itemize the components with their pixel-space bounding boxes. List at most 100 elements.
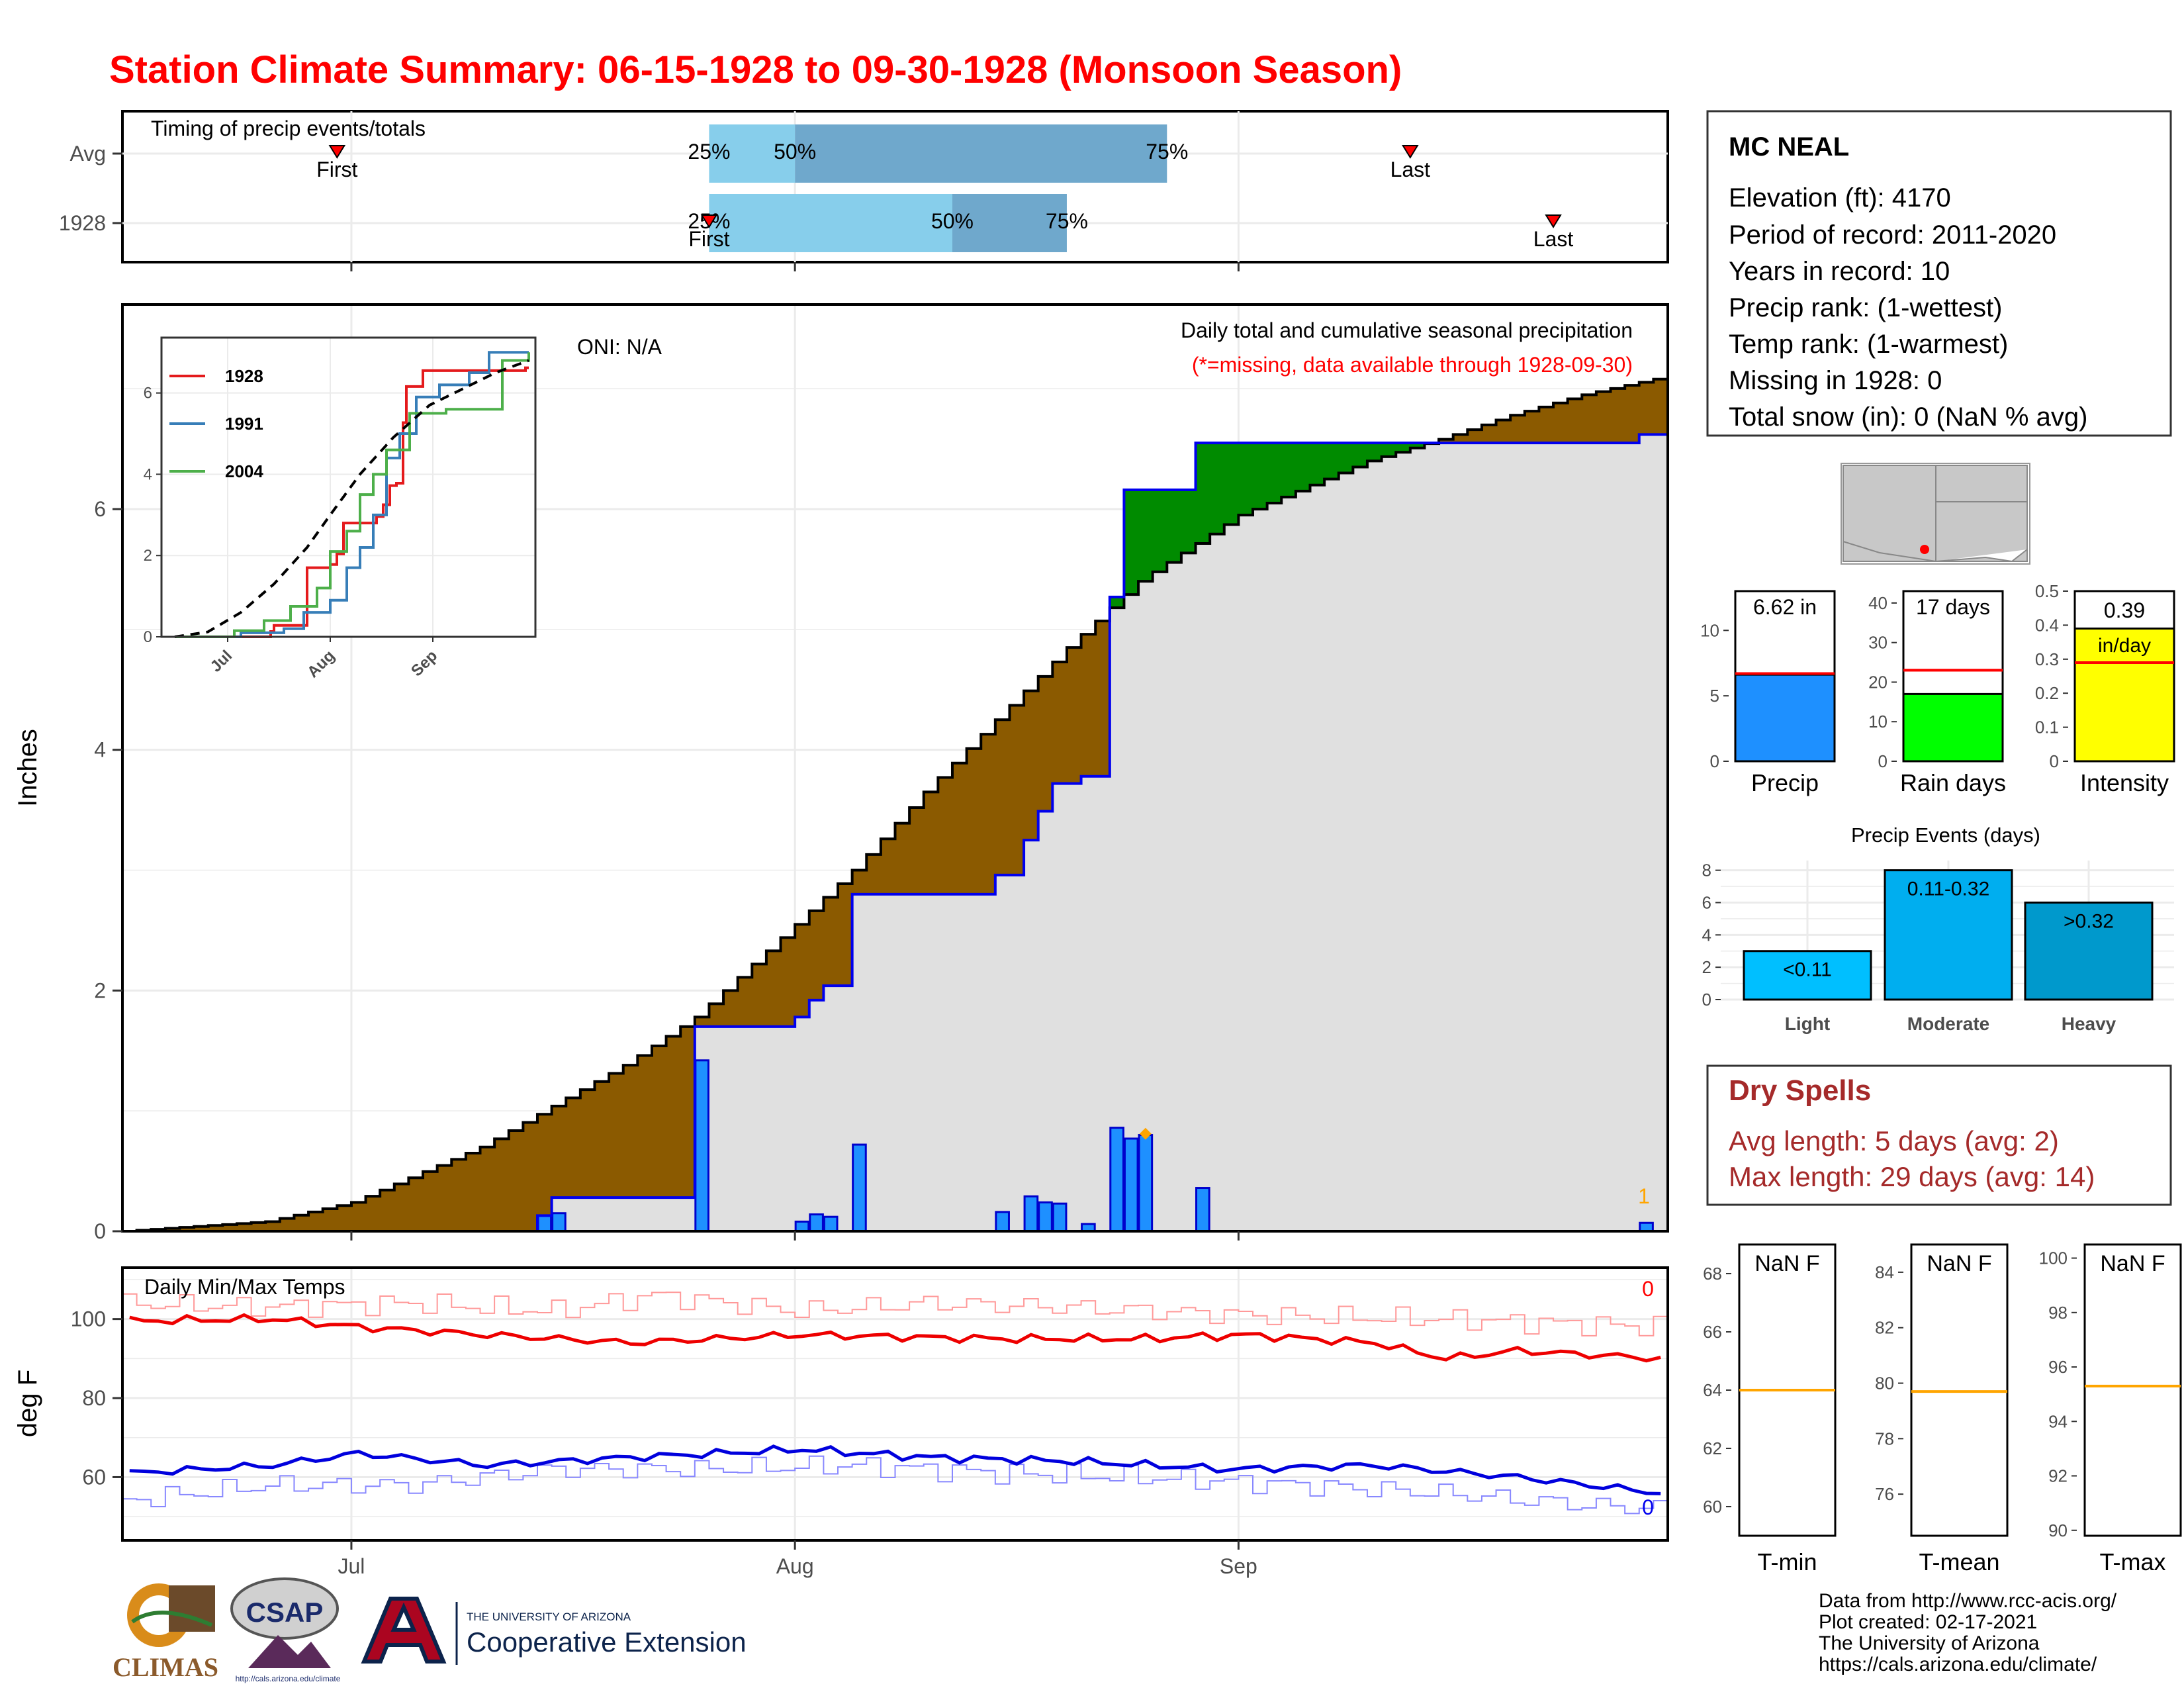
precip-event-category-label: Light bbox=[1785, 1013, 1830, 1034]
inset-series-line bbox=[174, 359, 529, 638]
timing-q75-label: 75% bbox=[1046, 209, 1088, 233]
oni-label: ONI: N/A bbox=[577, 335, 662, 359]
daily-precip-bar bbox=[1052, 1202, 1068, 1233]
last-event-marker bbox=[1402, 145, 1419, 159]
temp-summary-y-tick-label: 66 bbox=[1703, 1322, 1722, 1342]
temp-summary-y-tick-label: 82 bbox=[1875, 1318, 1894, 1338]
dry-spells-max: Max length: 29 days (avg: 14) bbox=[1729, 1161, 2095, 1192]
temp-summary-y-tick-label: 68 bbox=[1703, 1264, 1722, 1284]
precip-event-bar bbox=[1743, 950, 1872, 1001]
temp-summary-frame bbox=[2083, 1243, 2182, 1537]
temp-y-tick-label: 80 bbox=[82, 1386, 106, 1410]
temp-summary-y-tick-label: 96 bbox=[2048, 1357, 2068, 1377]
precip-events-title: Precip Events (days) bbox=[1851, 823, 2040, 847]
precip-event-bar bbox=[1884, 869, 2013, 1001]
arizona-locator-map bbox=[1841, 463, 2030, 565]
precip-event-y-tick-label: 8 bbox=[1702, 861, 1711, 880]
daily-precip-bar bbox=[1038, 1201, 1053, 1233]
station-missing: Missing in 1928: 0 bbox=[1729, 366, 1942, 395]
summary-bar-value-label: 17 days bbox=[1916, 595, 1990, 619]
summary-bar-value bbox=[1902, 692, 2004, 763]
temp-summary-y-tick-label: 62 bbox=[1703, 1438, 1722, 1458]
summary-y-tick-label: 0 bbox=[1710, 751, 1719, 771]
summary-y-tick-label: 0.5 bbox=[2035, 581, 2059, 601]
precip-event-bar bbox=[2024, 901, 2154, 1001]
main-precip-panel: 0 2 4 6 Inches ONI: N/A Daily total and cum… bbox=[13, 303, 1669, 1243]
last-event-marker bbox=[1545, 214, 1562, 228]
daily-precip-bar bbox=[1195, 1187, 1210, 1233]
main-subtitle: Daily total and cumulative seasonal prec… bbox=[1181, 318, 1633, 342]
precip-event-y-tick-label: 6 bbox=[1702, 892, 1711, 912]
summary-y-tick-label: 0.1 bbox=[2035, 718, 2059, 737]
summary-bar-precip: 0 5 10 6.62 in Precip bbox=[1700, 590, 1836, 796]
precip-event-category-label: Moderate bbox=[1907, 1013, 1989, 1034]
ua-logo: THE UNIVERSITY OF ARIZONA Cooperative Ex… bbox=[361, 1597, 747, 1665]
station-precip-rank: Precip rank: (1-wettest) bbox=[1729, 293, 2002, 322]
dry-spells-title: Dry Spells bbox=[1729, 1074, 1871, 1107]
temp-summary-y-tick-label: 64 bbox=[1703, 1380, 1722, 1400]
timing-q50-label: 50% bbox=[774, 140, 816, 164]
temp-summary-label: T-mean bbox=[1919, 1548, 1999, 1575]
max-temp-avg-line bbox=[129, 1313, 1661, 1363]
inset-y-tick-label: 2 bbox=[144, 547, 152, 565]
inset-y-tick-label: 6 bbox=[144, 385, 152, 402]
precip-event-y-tick-label: 0 bbox=[1702, 990, 1711, 1009]
summary-y-tick-label: 0 bbox=[1878, 751, 1888, 771]
footer-line-url: https://cals.arizona.edu/climate/ bbox=[1819, 1654, 2097, 1675]
main-y-tick-label: 0 bbox=[94, 1219, 106, 1243]
dry-spells-avg: Avg length: 5 days (avg: 2) bbox=[1729, 1125, 2059, 1156]
timing-row-label-year: 1928 bbox=[59, 211, 106, 235]
last-event-label: Last bbox=[1533, 227, 1574, 251]
temp-summary-value-label: NaN F bbox=[1754, 1251, 1819, 1276]
timing-panel: Timing of precip events/totals 25% 50% 75%… bbox=[59, 110, 1669, 271]
precip-event-range-label: 0.11-0.32 bbox=[1907, 878, 1990, 900]
summary-bar-value bbox=[2073, 628, 2175, 763]
missing-count: 1 bbox=[1638, 1184, 1650, 1208]
temp-summary-t-max: 90 92 94 96 98 100 NaN F T-max bbox=[2039, 1243, 2182, 1575]
csap-logo-url: http://cals.arizona.edu/climate bbox=[236, 1674, 341, 1683]
chart-title: Station Climate Summary: 06-15-1928 to 0… bbox=[109, 48, 1402, 91]
station-info-box: MC NEAL Elevation (ft): 4170 Period of r… bbox=[1706, 110, 2172, 437]
inset-y-tick-label: 0 bbox=[144, 628, 152, 646]
first-event-label: First bbox=[688, 227, 729, 251]
inset-series-line bbox=[175, 351, 529, 638]
summary-bar-label: Precip bbox=[1751, 769, 1819, 796]
month-tick-label: Jul bbox=[338, 1554, 365, 1578]
inset-legend-label: 1991 bbox=[225, 414, 263, 434]
summary-bar-rain-days: 0 10 20 30 40 17 days Rain days bbox=[1868, 590, 2006, 796]
station-years: Years in record: 10 bbox=[1729, 257, 1950, 286]
temperature-summary-charts: 60 62 64 66 68 NaN F T-min 76 78 80 82 84 NaN F T-mea… bbox=[1703, 1243, 2182, 1575]
inset-y-tick-label: 4 bbox=[144, 465, 152, 483]
summary-bar-label: Rain days bbox=[1900, 769, 2006, 796]
temp-summary-y-tick-label: 60 bbox=[1703, 1497, 1722, 1517]
precip-events-chart: Precip Events (days) <0.11 Light 0.11-0.32… bbox=[1702, 823, 2174, 1034]
station-temp-rank: Temp rank: (1-warmest) bbox=[1729, 330, 2008, 359]
temp-y-tick-label: 100 bbox=[71, 1307, 106, 1331]
summary-bar-value-label: 0.39 bbox=[2104, 598, 2145, 622]
summary-y-tick-label: 40 bbox=[1868, 593, 1888, 613]
temp-summary-label: T-min bbox=[1758, 1548, 1817, 1575]
temp-summary-t-mean: 76 78 80 82 84 NaN F T-mean bbox=[1875, 1243, 2009, 1575]
temp-summary-t-min: 60 62 64 66 68 NaN F T-min bbox=[1703, 1243, 1837, 1575]
timing-bar-q50-q75 bbox=[795, 124, 1167, 183]
summary-bar-value-label: in/day bbox=[2098, 635, 2151, 657]
main-y-tick-label: 6 bbox=[94, 497, 106, 521]
summary-y-tick-label: 0.2 bbox=[2035, 683, 2059, 703]
daily-precip-bar bbox=[1109, 1127, 1124, 1233]
inset-series-line bbox=[175, 352, 530, 638]
min-temp-record-line bbox=[122, 1455, 1668, 1515]
precip-event-y-tick-label: 4 bbox=[1702, 925, 1711, 945]
precip-event-range-label: <0.11 bbox=[1783, 959, 1832, 981]
precip-event-category-label: Heavy bbox=[2062, 1013, 2116, 1034]
timing-panel-label: Timing of precip events/totals bbox=[151, 117, 426, 140]
daily-precip-bar bbox=[794, 1220, 810, 1233]
summary-y-tick-label: 30 bbox=[1868, 633, 1888, 653]
missing-note: (*=missing, data available through 1928-… bbox=[1192, 353, 1633, 377]
temp-min-missing: 0 bbox=[1642, 1495, 1654, 1519]
summary-bar-intensity: 0 0.1 0.2 0.3 0.4 0.5 0.39 in/day Intensity bbox=[2035, 581, 2175, 796]
temp-summary-value-label: NaN F bbox=[2100, 1251, 2165, 1276]
precip-event-range-label: >0.32 bbox=[2064, 910, 2114, 932]
daily-precip-bar bbox=[551, 1212, 567, 1233]
